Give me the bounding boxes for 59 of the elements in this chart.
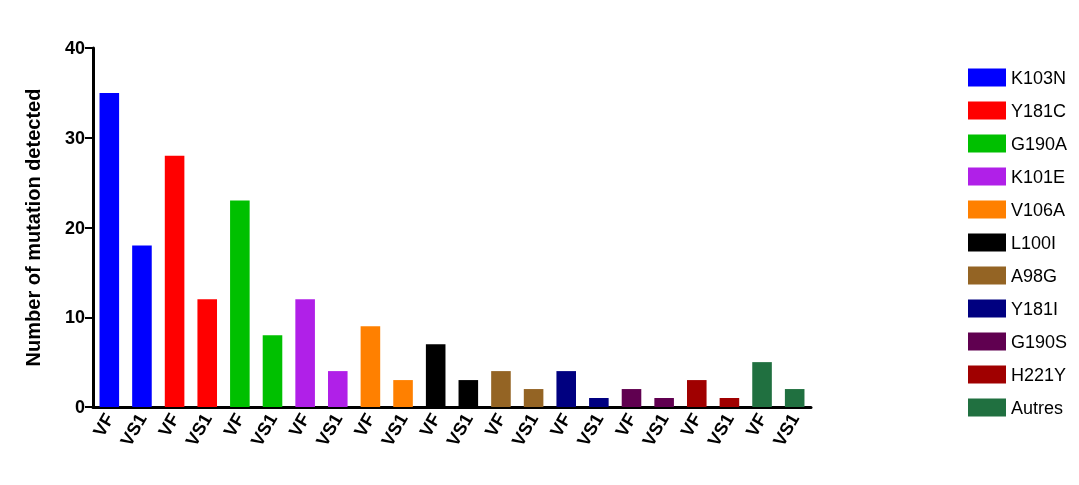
bar [784, 389, 805, 407]
bar [360, 326, 381, 407]
bar [230, 200, 250, 407]
x-tick-label: VF [415, 409, 445, 440]
legend-label: Y181C [1011, 100, 1067, 121]
x-tick-label: VF [284, 409, 314, 440]
bar [491, 371, 511, 407]
x-tick-label: VS1 [703, 410, 739, 450]
y-axis-title: Number of mutation detected [22, 88, 44, 367]
x-tick-label: VS1 [638, 410, 673, 450]
bar [589, 398, 609, 407]
x-tick-label: VF [676, 409, 706, 440]
legend-label: V106A [1011, 199, 1066, 220]
x-tick-label: VS1 [377, 410, 412, 450]
y-tick-label: 40 [64, 38, 85, 58]
y-tick-label: 30 [64, 127, 85, 148]
bar [262, 335, 283, 407]
x-tick-label: VS1 [573, 410, 608, 450]
y-tick-label: 10 [64, 307, 85, 328]
x-tick-label: VS1 [442, 410, 477, 450]
legend-label: G190S [1011, 331, 1068, 352]
y-tick-label: 0 [74, 397, 85, 417]
bar [295, 299, 315, 407]
bar [99, 92, 120, 407]
legend-label: H221Y [1011, 364, 1067, 385]
y-tick-label: 20 [64, 217, 85, 238]
legend-label: L100I [1011, 232, 1057, 253]
bar [719, 398, 740, 407]
bar [393, 380, 413, 407]
x-tick-label: VF [480, 409, 510, 440]
bar [556, 371, 577, 407]
x-tick-label: VF [611, 409, 641, 440]
x-tick-label: VS1 [769, 410, 804, 450]
bar [197, 299, 218, 407]
legend-label: Y181I [1011, 298, 1059, 319]
x-tick-label: VS1 [181, 410, 216, 450]
x-tick-label: VF [350, 409, 380, 440]
bar [164, 155, 185, 407]
legend-label: K103N [1011, 67, 1067, 88]
x-tick-label: VS1 [507, 410, 543, 450]
legend-label: K101E [1011, 166, 1066, 187]
x-tick-label: VF [89, 409, 118, 440]
bar [686, 380, 707, 407]
bar [523, 389, 544, 407]
legend-label: G190A [1011, 133, 1068, 154]
bar [654, 398, 674, 407]
x-tick-label: VF [741, 409, 771, 440]
legend-label: A98G [1011, 265, 1058, 286]
legend-label: Autres [1011, 397, 1064, 418]
x-tick-label: VF [219, 409, 249, 440]
x-tick-label: VS1 [246, 410, 282, 450]
x-tick-label: VF [546, 409, 575, 440]
x-tick-label: VS1 [312, 410, 347, 450]
bar [327, 371, 348, 407]
x-tick-label: VF [154, 409, 184, 440]
x-tick-label: VS1 [116, 410, 151, 450]
bar [752, 362, 772, 407]
bar [132, 245, 152, 407]
bar [621, 389, 642, 407]
